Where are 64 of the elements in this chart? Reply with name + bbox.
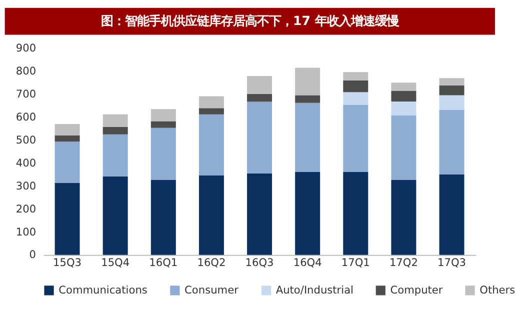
bar	[295, 102, 320, 172]
bar	[343, 80, 368, 92]
x-tick-label: 16Q1	[149, 256, 178, 269]
bar	[343, 172, 368, 255]
x-tick-label: 16Q2	[197, 256, 226, 269]
bar	[54, 183, 80, 255]
bar	[439, 110, 464, 175]
bar	[150, 180, 176, 255]
bar	[150, 109, 176, 122]
bar	[391, 90, 416, 102]
bar	[54, 135, 80, 142]
bar	[439, 174, 464, 255]
legend-label: Consumer	[184, 284, 240, 296]
y-tick-label: 700	[16, 88, 36, 101]
bar	[343, 92, 368, 105]
bar	[391, 180, 416, 255]
x-tick-label: 16Q3	[245, 256, 274, 269]
y-tick-label: 100	[16, 226, 36, 238]
bar	[54, 142, 80, 184]
bar	[198, 114, 224, 176]
bar	[343, 72, 368, 80]
bar	[198, 108, 224, 114]
bar	[295, 172, 320, 255]
y-tick-label: 300	[16, 180, 36, 192]
bar	[198, 175, 224, 255]
y-tick-label: 800	[16, 66, 36, 78]
x-tick-label: 15Q4	[101, 256, 130, 269]
y-tick-label: 500	[16, 134, 36, 146]
legend-label: Computer	[390, 284, 444, 296]
bar	[295, 68, 320, 96]
x-tick-label: 17Q3	[438, 256, 466, 269]
x-tick-label: 17Q1	[341, 256, 370, 269]
bar	[102, 176, 128, 255]
x-tick-label: 17Q2	[389, 256, 418, 269]
legend-label: Auto/Industrial	[276, 284, 354, 296]
bar	[343, 104, 368, 172]
bar	[439, 95, 464, 110]
bar	[247, 94, 272, 102]
bar	[150, 121, 176, 128]
bar	[102, 134, 128, 176]
bar	[439, 78, 464, 86]
y-tick-label: 900	[16, 42, 36, 55]
bar	[150, 128, 176, 180]
bar	[102, 114, 128, 127]
bar	[247, 173, 272, 255]
y-tick-label: 0	[29, 249, 36, 262]
legend-label: Communications	[58, 284, 148, 296]
bar	[247, 102, 272, 174]
x-tick-label: 15Q3	[53, 256, 82, 269]
chart-title: 图：智能手机供应链库存居高不下，17 年收入增速缓慢	[101, 13, 400, 28]
bar	[391, 82, 416, 91]
y-tick-label: 200	[16, 203, 36, 216]
y-tick-label: 600	[16, 111, 36, 124]
bar	[391, 102, 416, 116]
bar	[295, 95, 320, 103]
bar	[102, 126, 128, 134]
bar	[391, 115, 416, 180]
legend-label: Others	[480, 284, 516, 296]
bar	[54, 124, 80, 136]
bar	[439, 85, 464, 96]
x-tick-label: 16Q4	[293, 256, 322, 269]
bar	[247, 76, 272, 94]
bar	[198, 96, 224, 108]
y-tick-label: 400	[16, 157, 36, 170]
